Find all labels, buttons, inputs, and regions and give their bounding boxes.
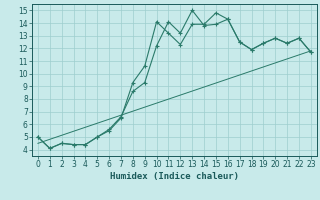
X-axis label: Humidex (Indice chaleur): Humidex (Indice chaleur)	[110, 172, 239, 181]
